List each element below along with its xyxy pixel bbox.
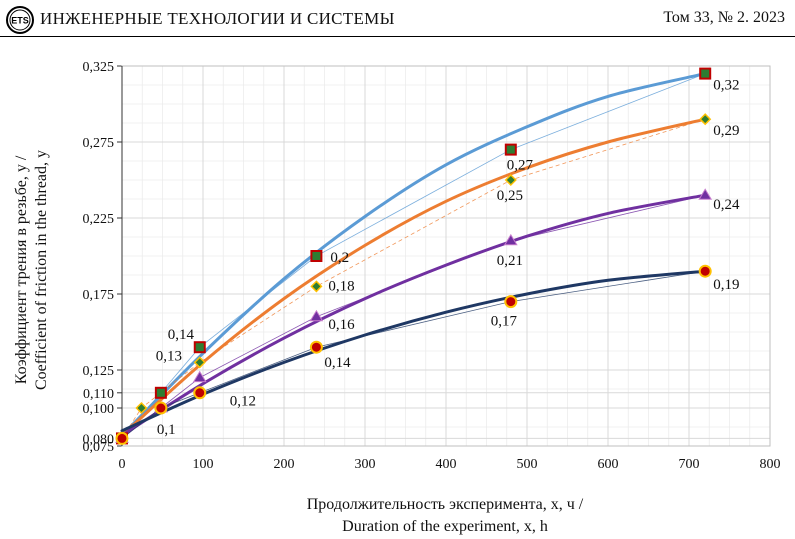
trend-line [120,193,707,437]
data-point [115,431,129,445]
data-point [154,386,167,399]
trend-line [120,117,707,437]
data-label: 0,25 [497,188,523,204]
x-tick-label: 200 [274,457,295,472]
data-label: 0,16 [328,317,355,333]
journal-title: ИНЖЕНЕРНЫЕ ТЕХНОЛОГИИ И СИСТЕМЫ [40,9,395,28]
y-tick-label: 0,080 [83,432,115,447]
data-labels: 0,14 0,2 0,27 0,32 0,13 0,18 0,25 0,29 0,12 0,16 0… [156,78,740,438]
x-tick-label: 0 [119,457,126,472]
x-tick-label: 600 [598,457,619,472]
header-rule [0,36,795,37]
series-connector [121,270,706,439]
series-connector [121,118,706,439]
data-point [504,143,517,156]
data-point [193,356,206,369]
logo-text: ETS [11,16,29,26]
y-axis-label-en: Coefficient of friction in the thread, y [33,150,50,390]
data-label: 0,18 [328,278,354,294]
data-label: 0,14 [324,355,351,371]
y-tick-label: 0,175 [83,288,115,303]
y-tick-label: 0,125 [83,364,115,379]
data-point [699,113,712,126]
series-connector [121,194,706,439]
data-label: 0,29 [713,123,739,139]
y-tick-label: 0,100 [83,402,115,417]
data-label: 0,32 [713,78,739,94]
journal-logo-icon: ETS [6,6,34,34]
data-label: 0,14 [168,327,195,343]
y-tick-label: 0,325 [83,60,115,75]
data-label: 0,2 [330,250,349,266]
trend-line [120,269,707,433]
data-point [504,173,517,187]
data-point [193,341,206,354]
data-point [154,401,168,415]
y-tick-label: 0,225 [83,212,115,227]
x-tick-label: 800 [760,457,781,472]
data-markers [115,67,713,445]
series-connector [121,73,706,439]
trend-line [120,72,707,437]
x-axis-label-ru: Продолжительность эксперимента, x, ч / [306,496,584,513]
data-point [310,250,323,262]
x-tick-label: 100 [193,457,214,472]
data-point [193,386,207,400]
issue-info: Том 33, № 2. 2023 [663,9,785,26]
data-label: 0,24 [713,197,740,213]
data-label: 0,27 [507,158,534,174]
data-point [310,280,323,293]
data-label: 0,21 [497,253,523,269]
data-label: 0,12 [230,394,256,410]
data-point [309,340,323,354]
data-point [309,309,324,322]
data-point [504,295,518,309]
y-axis-label-ru: Коэффициент трения в резьбе, y / [13,155,30,384]
data-label: 0,17 [491,314,518,330]
data-point [698,264,712,278]
data-label: 0,13 [156,348,182,364]
data-point [192,370,207,383]
journal-header: ETS ИНЖЕНЕРНЫЕ ТЕХНОЛОГИИ И СИСТЕМЫ Том … [0,0,795,38]
x-tick-label: 500 [517,457,538,472]
data-point [699,67,712,80]
x-axis-label-en: Duration of the experiment, x, h [342,518,548,535]
data-point [503,233,518,246]
x-tick-label: 300 [355,457,376,472]
x-tick-label: 700 [679,457,700,472]
y-tick-label: 0,110 [83,387,114,402]
data-label: 0,19 [713,277,739,293]
x-tick-label: 400 [436,457,457,472]
data-point [698,188,713,200]
data-point [135,401,148,415]
chart-grid [121,65,771,447]
y-tick-label: 0,075 [83,440,115,455]
y-tick-label: 0,275 [83,136,115,151]
trend-lines [120,72,707,439]
data-label: 0,1 [157,422,176,438]
